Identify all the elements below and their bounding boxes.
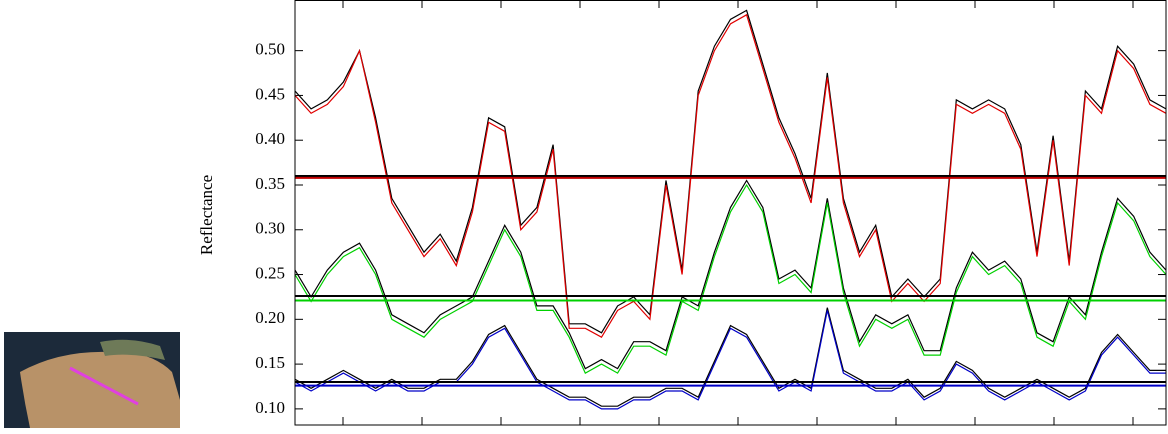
y-axis-label: Reflectance: [197, 175, 216, 255]
y-tick-label: 0.40: [255, 129, 285, 148]
plot-frame: [294, 0, 1167, 426]
y-tick-label: 0.20: [255, 308, 285, 327]
thumbnail: [4, 332, 180, 428]
thumbnail-land: [20, 351, 180, 428]
y-tick-label: 0.15: [255, 353, 285, 372]
y-tick-label: 0.30: [255, 219, 285, 238]
x-ticks: [342, 0, 1134, 425]
series-line: [294, 183, 1167, 374]
series-line: [294, 9, 1167, 334]
series-line: [294, 307, 1166, 407]
thumbnail-transect: [69, 366, 139, 406]
y-tick-label: 0.25: [255, 263, 285, 282]
y-tick-label: 0.50: [255, 40, 285, 59]
series-line: [294, 13, 1167, 339]
y-tick-label: 0.45: [255, 84, 285, 103]
y-tick-label: 0.10: [255, 398, 285, 417]
thumbnail-land: [100, 339, 165, 360]
series-line: [294, 179, 1167, 370]
y-tick-label: 0.35: [255, 174, 285, 193]
